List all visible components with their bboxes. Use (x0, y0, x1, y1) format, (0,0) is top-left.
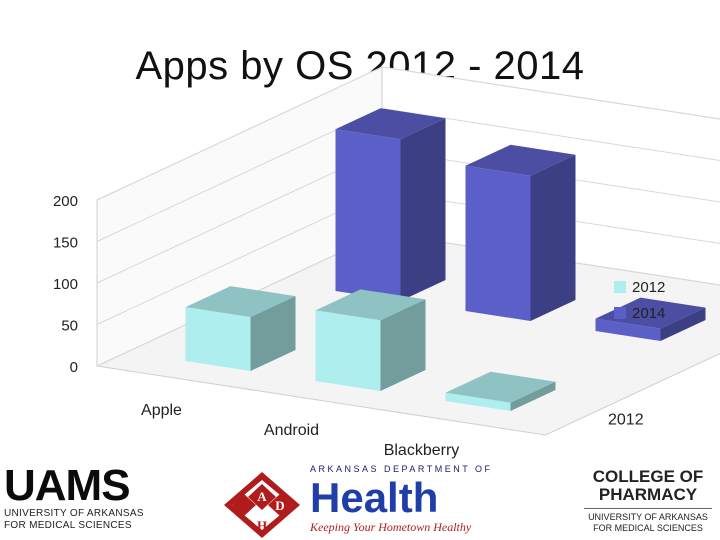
bar-top (315, 289, 426, 321)
bar-side (380, 299, 426, 391)
bar-top (595, 297, 706, 329)
legend-label: 2014 (632, 305, 665, 322)
bar-front (315, 310, 381, 391)
college-of-pharmacy-logo: COLLEGE OF PHARMACY UNIVERSITY OF ARKANS… (578, 468, 718, 534)
y-tick-label: 200 (53, 193, 78, 210)
arkansas-health-logo: A D H ARKANSAS DEPARTMENT OF Health Keep… (222, 464, 502, 540)
bar-android-2014 (465, 144, 576, 321)
bar-side (660, 307, 706, 341)
bar-top (465, 144, 576, 176)
uams-wordmark: UAMS (4, 461, 131, 510)
adh-department-text: ARKANSAS DEPARTMENT OF (310, 464, 493, 474)
seal-letter-d: D (275, 498, 284, 513)
bar-apple-2012 (185, 286, 296, 371)
pharmacy-divider (584, 508, 712, 509)
y-tick-label: 0 (70, 359, 78, 376)
bar-blackberry-2014 (595, 297, 706, 341)
x-axis-categories: Apple Android Blackberry (141, 402, 459, 459)
bar-top (185, 286, 296, 318)
y-tick-label: 100 (53, 276, 78, 293)
chart-bars (185, 108, 706, 411)
y-axis-ticks: 0 50 100 150 200 (53, 193, 78, 376)
bar-side (510, 381, 556, 411)
legend-swatch (614, 281, 626, 293)
bar-front (465, 165, 531, 321)
pharmacy-title-line1: COLLEGE OF (592, 467, 704, 486)
pharmacy-subtitle-line2: FOR MEDICAL SCIENCES (593, 523, 703, 533)
chart-legend: 2012 2014 (614, 279, 665, 322)
category-label: Blackberry (384, 442, 460, 459)
uams-subtitle-line2: FOR MEDICAL SCIENCES (4, 520, 132, 531)
bar-side (400, 118, 446, 301)
y-tick-label: 50 (61, 318, 78, 335)
gridline (96, 66, 720, 201)
bar-side (530, 154, 576, 321)
category-label: Apple (141, 402, 182, 419)
category-label: Android (264, 422, 319, 439)
adh-tagline: Keeping Your Hometown Healthy (310, 520, 472, 534)
bar-side (250, 296, 296, 371)
bar-front (445, 392, 511, 411)
bar-front (185, 307, 251, 371)
uams-subtitle-line1: UNIVERSITY OF ARKANSAS (4, 508, 144, 519)
y-tick-label: 150 (53, 235, 78, 252)
adh-seal-icon: A D H (224, 472, 300, 538)
legend-swatch (614, 307, 626, 319)
pharmacy-title-line2: PHARMACY (598, 485, 698, 504)
seal-letter-h: H (257, 518, 267, 533)
adh-health-wordmark: Health (310, 474, 439, 521)
bar-top (445, 371, 556, 403)
bar-android-2012 (315, 289, 426, 391)
legend-label: 2012 (632, 279, 665, 296)
bar-front (335, 129, 401, 301)
bar-top (335, 108, 446, 140)
pharmacy-subtitle-line1: UNIVERSITY OF ARKANSAS (588, 512, 708, 522)
seal-letter-a: A (257, 489, 267, 504)
depth-label: 2012 (608, 412, 644, 429)
uams-logo: UAMS UNIVERSITY OF ARKANSAS FOR MEDICAL … (4, 464, 164, 532)
bar-front (595, 318, 661, 341)
bar-blackberry-2012 (445, 371, 556, 411)
footer-logos: UAMS UNIVERSITY OF ARKANSAS FOR MEDICAL … (0, 462, 720, 540)
bar-apple-2014 (335, 108, 446, 301)
